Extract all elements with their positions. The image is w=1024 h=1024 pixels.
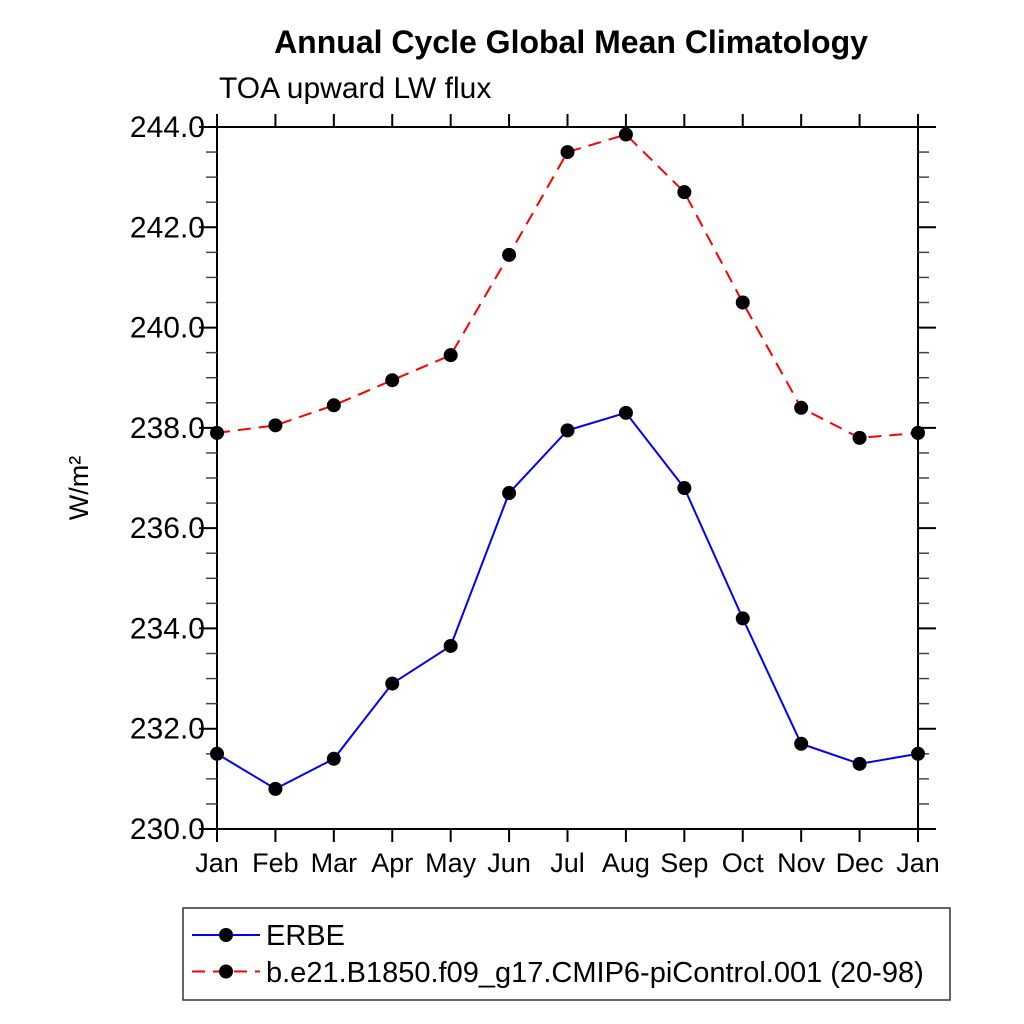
series-line <box>216 411 919 791</box>
data-point-marker <box>210 746 224 761</box>
data-point-marker <box>618 405 633 420</box>
data-point-marker <box>677 185 692 200</box>
x-tick-label: Jan <box>195 848 239 878</box>
x-tick-label: Apr <box>371 848 413 878</box>
chart-subtitle: TOA upward LW flux <box>219 72 491 105</box>
x-tick-label: Jun <box>487 848 531 878</box>
y-axis-ticks: 230.0 232.0 234.0 236.0 238.0 240.0 242.0 244.0 <box>130 111 936 846</box>
legend-box <box>182 907 951 1001</box>
x-tick-label: Aug <box>602 848 650 878</box>
data-point-marker <box>268 781 283 796</box>
y-tick-label: 238.0 <box>130 412 205 445</box>
data-point-marker <box>385 676 400 691</box>
data-point-marker <box>677 481 692 496</box>
series-model <box>210 127 925 445</box>
data-point-marker <box>443 348 458 363</box>
data-point-marker <box>911 425 925 440</box>
data-point-marker <box>326 398 341 413</box>
data-point-marker <box>735 295 750 310</box>
x-axis-ticks: Jan Feb Mar Apr May Jun Jul Aug Sep Oct Nov Dec Jan <box>195 114 940 878</box>
series-line <box>216 133 919 439</box>
y-tick-label: 242.0 <box>130 211 205 244</box>
x-tick-label: Jul <box>550 848 585 878</box>
y-tick-label: 234.0 <box>130 612 205 645</box>
data-point-marker <box>794 400 809 415</box>
legend-line-samples <box>192 928 260 979</box>
y-tick-label: 244.0 <box>130 111 205 144</box>
data-point-marker <box>852 756 867 771</box>
x-tick-label: Feb <box>252 848 299 878</box>
data-point-marker <box>210 425 224 440</box>
y-tick-label: 240.0 <box>130 312 205 345</box>
data-point-marker <box>735 611 750 626</box>
data-point-marker <box>911 746 925 761</box>
data-point-marker <box>443 638 458 653</box>
data-point-marker <box>618 127 633 142</box>
plot-area: 230.0 232.0 234.0 236.0 238.0 240.0 242.0 244.0… <box>130 111 940 878</box>
y-tick-label: 232.0 <box>130 713 205 746</box>
data-point-marker <box>852 430 867 445</box>
legend-sample-marker <box>219 964 233 979</box>
legend-sample-marker <box>219 928 233 942</box>
series-erbe <box>210 405 925 796</box>
x-tick-label: Oct <box>722 848 765 878</box>
data-point-marker <box>502 486 517 501</box>
legend: ERBE b.e21.B1850.f09_g17.CMIP6-piControl… <box>182 907 951 1001</box>
x-tick-label: Dec <box>836 848 884 878</box>
data-point-marker <box>268 418 283 433</box>
x-tick-label: Nov <box>777 848 826 878</box>
data-point-marker <box>326 751 341 766</box>
data-point-marker <box>502 247 517 262</box>
plot-frame <box>216 126 919 830</box>
y-tick-label: 230.0 <box>130 813 205 846</box>
y-axis-label: W/m² <box>64 456 94 520</box>
chart-title: Annual Cycle Global Mean Climatology <box>274 24 868 60</box>
legend-label-model: b.e21.B1850.f09_g17.CMIP6-piControl.001 … <box>266 957 924 989</box>
data-point-marker <box>560 423 575 438</box>
x-tick-label: Sep <box>660 848 708 878</box>
y-tick-label: 236.0 <box>130 512 205 545</box>
data-point-marker <box>794 736 809 751</box>
x-tick-label: Mar <box>311 848 358 878</box>
data-point-marker <box>385 373 400 388</box>
x-tick-label: May <box>425 848 477 878</box>
x-tick-label: Jan <box>896 848 940 878</box>
legend-label-erbe: ERBE <box>266 920 345 952</box>
data-point-marker <box>560 145 575 160</box>
